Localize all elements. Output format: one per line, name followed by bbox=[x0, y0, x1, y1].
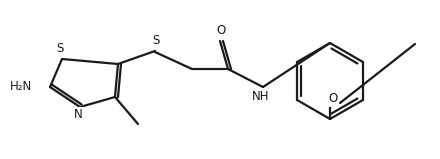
Text: H₂N: H₂N bbox=[10, 80, 32, 93]
Text: O: O bbox=[216, 24, 226, 38]
Text: NH: NH bbox=[252, 90, 270, 103]
Text: N: N bbox=[73, 108, 82, 121]
Text: S: S bbox=[152, 35, 160, 48]
Text: S: S bbox=[56, 42, 64, 55]
Text: O: O bbox=[328, 93, 337, 106]
